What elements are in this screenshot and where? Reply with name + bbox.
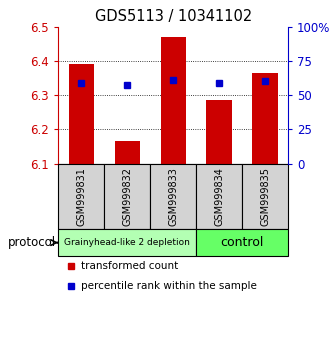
Bar <box>58 229 196 256</box>
Bar <box>69 64 94 164</box>
Bar <box>161 37 186 164</box>
Text: GSM999831: GSM999831 <box>76 167 86 225</box>
Text: GSM999835: GSM999835 <box>260 167 270 225</box>
Bar <box>150 164 196 229</box>
Text: GSM999834: GSM999834 <box>214 167 224 225</box>
Text: Grainyhead-like 2 depletion: Grainyhead-like 2 depletion <box>64 238 190 247</box>
Bar <box>206 100 232 164</box>
Bar <box>196 164 242 229</box>
Bar <box>252 73 278 164</box>
Text: control: control <box>220 236 264 249</box>
Bar <box>242 164 288 229</box>
Text: GSM999832: GSM999832 <box>122 167 132 225</box>
Bar <box>115 141 140 164</box>
Text: GSM999833: GSM999833 <box>168 167 178 225</box>
Text: transformed count: transformed count <box>81 261 178 271</box>
Bar <box>58 164 104 229</box>
Bar <box>104 164 150 229</box>
Text: protocol: protocol <box>8 236 56 249</box>
Text: percentile rank within the sample: percentile rank within the sample <box>81 281 257 291</box>
Bar <box>196 229 288 256</box>
Title: GDS5113 / 10341102: GDS5113 / 10341102 <box>95 9 252 24</box>
